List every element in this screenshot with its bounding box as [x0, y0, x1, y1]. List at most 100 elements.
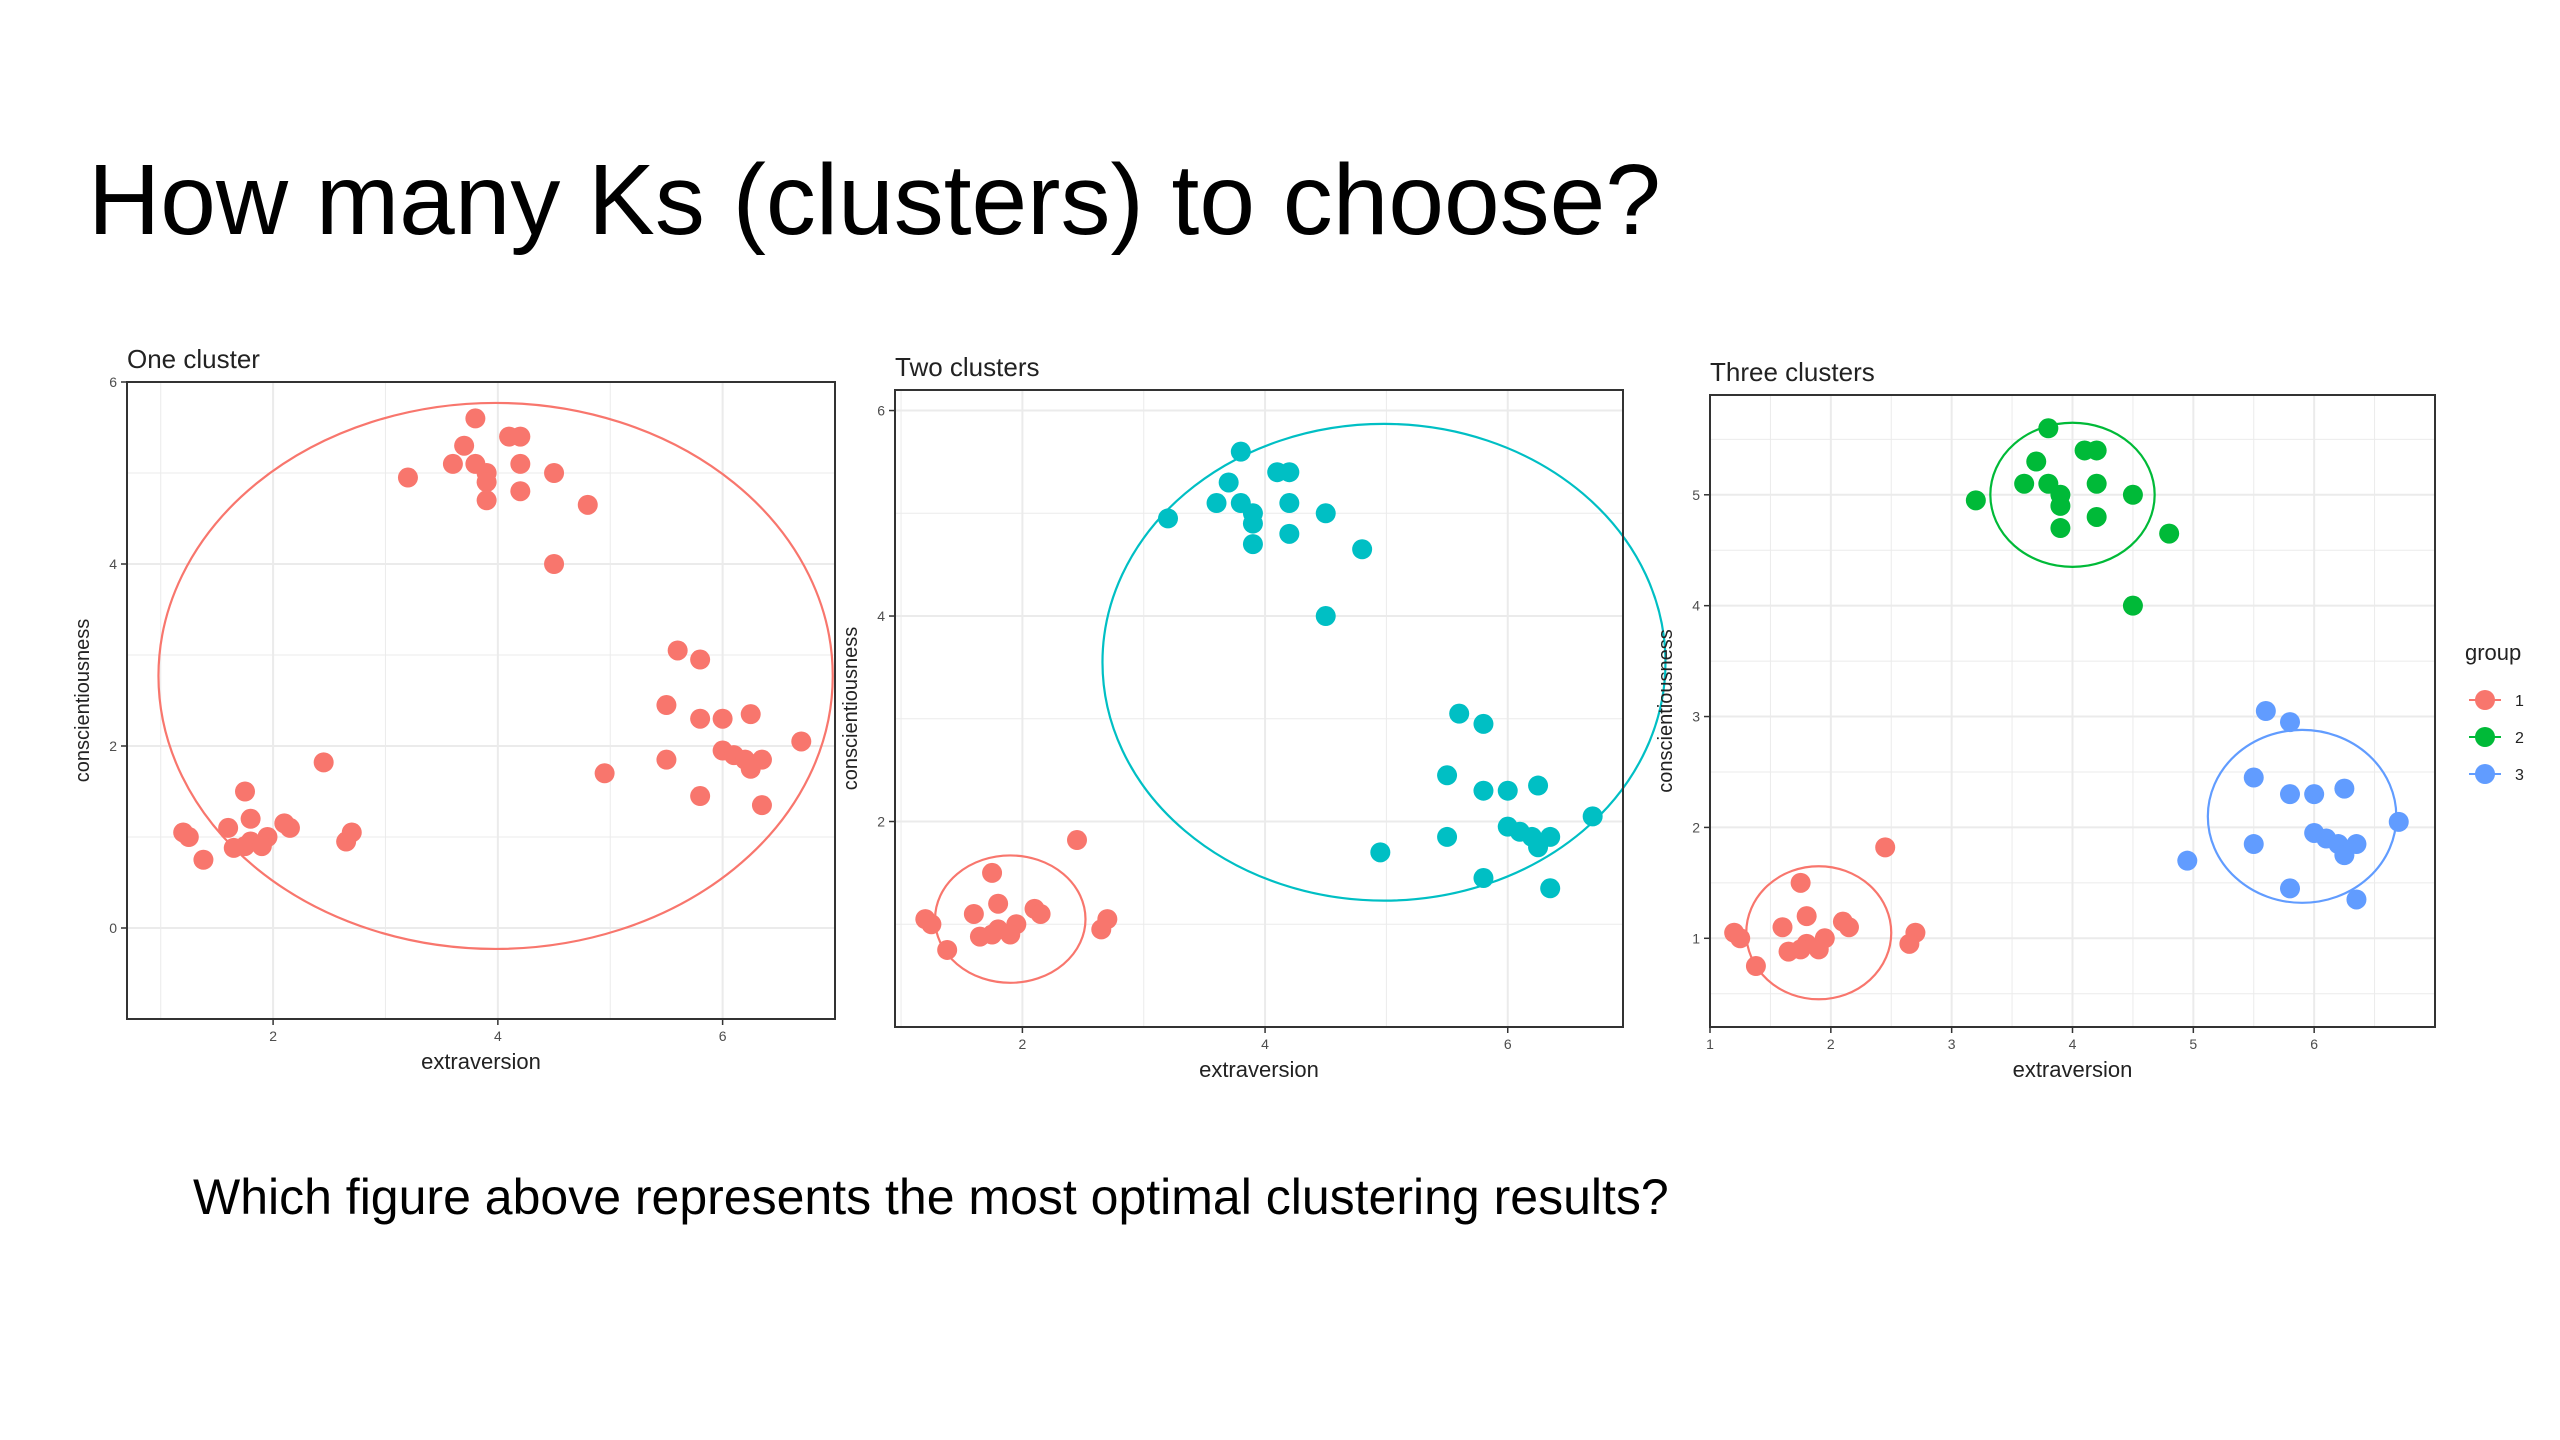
data-point: [656, 749, 677, 770]
data-point: [2334, 845, 2355, 866]
data-point: [2122, 484, 2143, 505]
data-point: [1745, 956, 1766, 977]
data-point: [751, 795, 772, 816]
data-point: [1540, 878, 1561, 899]
data-point: [218, 817, 239, 838]
legend-key-dot: [2475, 727, 2495, 747]
data-point: [740, 704, 761, 725]
data-point: [2388, 811, 2409, 832]
cluster-ellipse: [1101, 422, 1667, 902]
data-point: [982, 862, 1003, 883]
data-point: [454, 435, 475, 456]
data-point: [1206, 493, 1227, 514]
data-point: [1528, 775, 1549, 796]
data-point: [1315, 503, 1336, 524]
data-point: [1449, 703, 1470, 724]
data-point: [313, 752, 334, 773]
data-point: [1242, 534, 1263, 555]
x-tick-label: 6: [1504, 1036, 1512, 1052]
y-tick-label: 2: [109, 738, 117, 754]
data-point: [1582, 806, 1603, 827]
x-axis-label: extraversion: [1199, 1057, 1319, 1082]
data-point: [690, 649, 711, 670]
data-point: [1497, 780, 1518, 801]
data-point: [2334, 778, 2355, 799]
data-point: [1473, 713, 1494, 734]
legend-key-dot: [2475, 764, 2495, 784]
scatter-three-clusters: Three clusters 1 2 3 4 5 6 1 2 3 4 5 extraversion con…: [1655, 357, 2524, 1082]
data-point: [2280, 878, 2300, 899]
y-axis-label: conscientiousness: [1655, 629, 1677, 792]
data-point: [1899, 933, 1920, 954]
x-axis-label: extraversion: [2013, 1057, 2133, 1082]
x-axis-label: extraversion: [421, 1049, 541, 1074]
y-tick-label: 5: [1692, 487, 1700, 503]
data-point: [1279, 523, 1300, 544]
data-point: [1473, 868, 1494, 889]
data-point: [577, 494, 598, 515]
data-point: [1875, 837, 1896, 858]
x-tick-label: 4: [494, 1028, 502, 1044]
data-point: [1030, 903, 1051, 924]
data-point: [1279, 462, 1300, 483]
data-point: [740, 758, 761, 779]
y-tick-label: 3: [1692, 709, 1700, 725]
legend-label: 2: [2515, 730, 2524, 747]
data-point: [2304, 784, 2325, 805]
data-point: [2280, 712, 2300, 733]
panel-border: [894, 389, 1624, 1028]
x-tick-label: 5: [2189, 1036, 2197, 1052]
x-tick-label: 6: [2310, 1036, 2318, 1052]
data-point: [510, 426, 531, 447]
data-point: [2050, 495, 2071, 516]
legend-label: 1: [2515, 693, 2524, 710]
y-tick-label: 6: [109, 374, 117, 390]
x-tick-label: 2: [1827, 1036, 1835, 1052]
x-tick-label: 3: [1948, 1036, 1956, 1052]
data-point: [2255, 701, 2276, 721]
data-point: [1230, 441, 1251, 462]
data-point: [1279, 493, 1300, 514]
data-point: [1352, 539, 1373, 560]
data-point: [2014, 473, 2035, 494]
legend-label: 3: [2515, 767, 2524, 784]
panel-border: [126, 381, 836, 1020]
data-point: [1790, 872, 1811, 893]
data-point: [251, 836, 272, 857]
legend-key-dot: [2475, 690, 2495, 710]
data-point: [2086, 506, 2107, 527]
data-point: [690, 786, 711, 807]
data-point: [712, 708, 733, 729]
data-point: [2243, 767, 2264, 788]
data-point: [2026, 451, 2047, 472]
data-point: [1218, 472, 1239, 493]
data-point: [510, 481, 531, 502]
data-point: [2038, 418, 2059, 439]
data-point: [963, 903, 984, 924]
y-tick-label: 4: [1692, 598, 1700, 614]
data-point: [2280, 784, 2300, 805]
data-point: [1091, 919, 1112, 940]
data-point: [1730, 928, 1751, 949]
chart-title: One cluster: [127, 344, 260, 374]
data-point: [1796, 906, 1817, 927]
y-tick-label: 1: [1692, 930, 1700, 946]
data-point: [2243, 834, 2264, 855]
data-point: [1965, 490, 1986, 511]
data-point: [656, 695, 677, 716]
data-point: [690, 708, 711, 729]
data-point: [465, 408, 486, 429]
data-point: [1808, 939, 1829, 960]
data-point: [2050, 518, 2071, 539]
x-tick-label: 4: [2069, 1036, 2077, 1052]
data-point: [476, 490, 497, 511]
data-point: [442, 453, 463, 474]
data-point: [178, 827, 199, 847]
data-point: [937, 939, 958, 960]
y-axis-label: conscientiousness: [840, 627, 862, 790]
data-point: [2159, 523, 2180, 544]
data-point: [1242, 513, 1263, 534]
data-point: [1000, 924, 1021, 945]
y-tick-label: 6: [877, 403, 885, 419]
data-point: [1778, 941, 1799, 962]
